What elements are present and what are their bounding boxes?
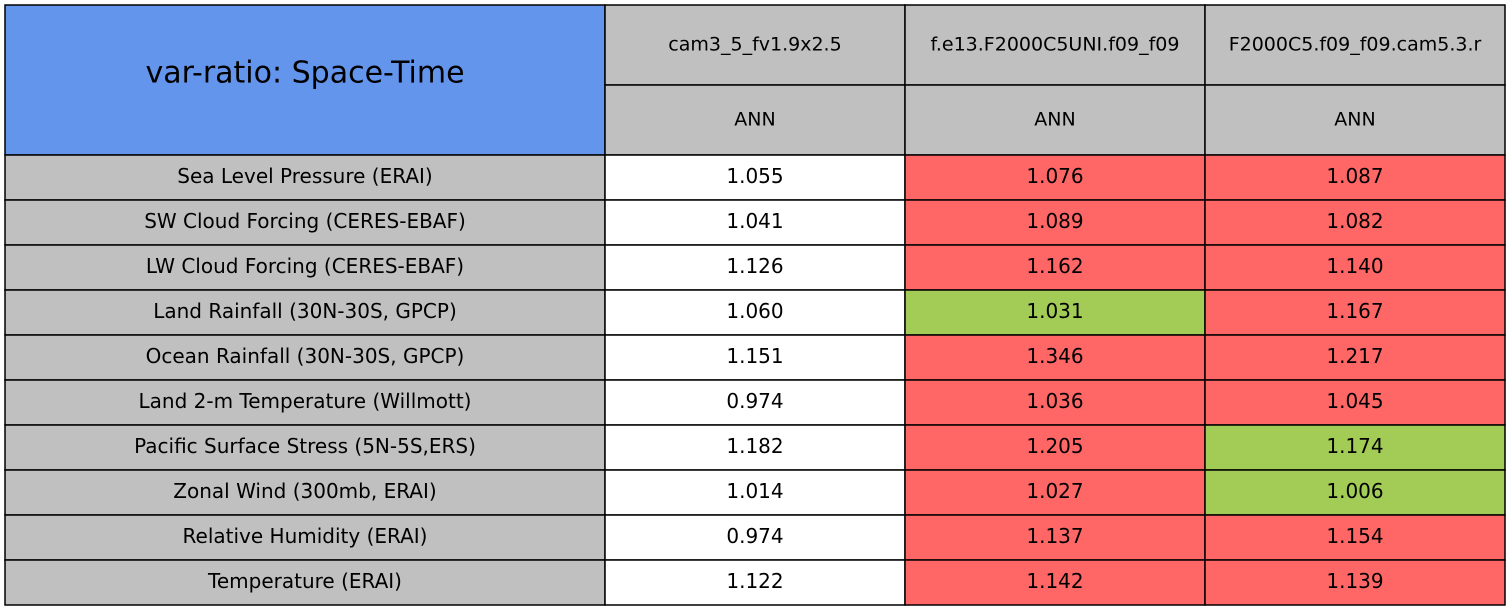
row-label-cell: [4, 244, 606, 291]
column-header-cell: [1204, 4, 1506, 86]
value: 0.974: [726, 524, 783, 548]
value-cell: [1204, 289, 1506, 336]
cells: [4, 4, 1506, 606]
value: 1.027: [1026, 479, 1083, 503]
value: 1.006: [1326, 479, 1383, 503]
value-cell: [904, 289, 1206, 336]
value-cell: [1204, 244, 1506, 291]
season-label: ANN: [1334, 109, 1375, 131]
value: 1.089: [1026, 209, 1083, 233]
value: 1.151: [726, 344, 783, 368]
value: 1.055: [726, 164, 783, 188]
row-label-cell: [4, 514, 606, 561]
value: 1.205: [1026, 434, 1083, 458]
row-label: Zonal Wind (300mb, ERAI): [173, 479, 436, 503]
value: 1.140: [1326, 254, 1383, 278]
value-cell: [604, 469, 906, 516]
value: 1.217: [1326, 344, 1383, 368]
value-cell: [604, 559, 906, 606]
value-cell: [1204, 334, 1506, 381]
value: 1.087: [1326, 164, 1383, 188]
row-label-cell: [4, 289, 606, 336]
value: 1.182: [726, 434, 783, 458]
row-label: LW Cloud Forcing (CERES-EBAF): [146, 254, 464, 278]
value-cell: [1204, 469, 1506, 516]
texts: var-ratio: Space-Time cam3_5_fv1.9x2.5 ANN…: [134, 34, 1481, 594]
season-cell: [604, 84, 906, 156]
value-cell: [1204, 379, 1506, 426]
value: 1.126: [726, 254, 783, 278]
column-header: F2000C5.f09_f09.cam5.3.r: [1229, 34, 1482, 56]
row-label: Sea Level Pressure (ERAI): [177, 164, 432, 188]
row-label: Pacific Surface Stress (5N-5S,ERS): [134, 434, 476, 458]
value: 1.122: [726, 569, 783, 593]
row-label-cell: [4, 469, 606, 516]
column-header: f.e13.F2000C5UNI.f09_f09: [931, 34, 1180, 56]
value: 1.076: [1026, 164, 1083, 188]
value: 1.142: [1026, 569, 1083, 593]
title-cell: [4, 4, 606, 156]
value-cell: [604, 244, 906, 291]
value: 0.974: [726, 389, 783, 413]
season-label: ANN: [1034, 109, 1075, 131]
row-label-cell: [4, 154, 606, 201]
value: 1.167: [1326, 299, 1383, 323]
value-cell: [1204, 559, 1506, 606]
row-label: Temperature (ERAI): [207, 569, 402, 593]
value: 1.031: [1026, 299, 1083, 323]
row-label: Land 2-m Temperature (Willmott): [139, 389, 472, 413]
row-label: SW Cloud Forcing (CERES-EBAF): [144, 209, 466, 233]
value-cell: [1204, 514, 1506, 561]
row-label-cell: [4, 199, 606, 246]
value-cell: [904, 154, 1206, 201]
value: 1.060: [726, 299, 783, 323]
row-label: Ocean Rainfall (30N-30S, GPCP): [146, 344, 465, 368]
value: 1.137: [1026, 524, 1083, 548]
season-cell: [904, 84, 1206, 156]
value: 1.082: [1326, 209, 1383, 233]
season-label: ANN: [734, 109, 775, 131]
value: 1.346: [1026, 344, 1083, 368]
value-cell: [904, 244, 1206, 291]
row-label-cell: [4, 379, 606, 426]
row-label: Land Rainfall (30N-30S, GPCP): [153, 299, 457, 323]
value-cell: [604, 289, 906, 336]
value: 1.045: [1326, 389, 1383, 413]
value: 1.036: [1026, 389, 1083, 413]
value: 1.041: [726, 209, 783, 233]
column-header: cam3_5_fv1.9x2.5: [668, 34, 841, 56]
value: 1.139: [1326, 569, 1383, 593]
value-cell: [604, 379, 906, 426]
column-header-cell: [904, 4, 1206, 86]
value-cell: [904, 514, 1206, 561]
value: 1.162: [1026, 254, 1083, 278]
value: 1.174: [1326, 434, 1383, 458]
value-cell: [904, 199, 1206, 246]
value-cell: [904, 559, 1206, 606]
value: 1.154: [1326, 524, 1383, 548]
value-cell: [1204, 154, 1506, 201]
value: 1.014: [726, 479, 783, 503]
column-header-cell: [604, 4, 906, 86]
value-cell: [604, 334, 906, 381]
row-label: Relative Humidity (ERAI): [183, 524, 428, 548]
table-title: var-ratio: Space-Time: [145, 56, 464, 91]
